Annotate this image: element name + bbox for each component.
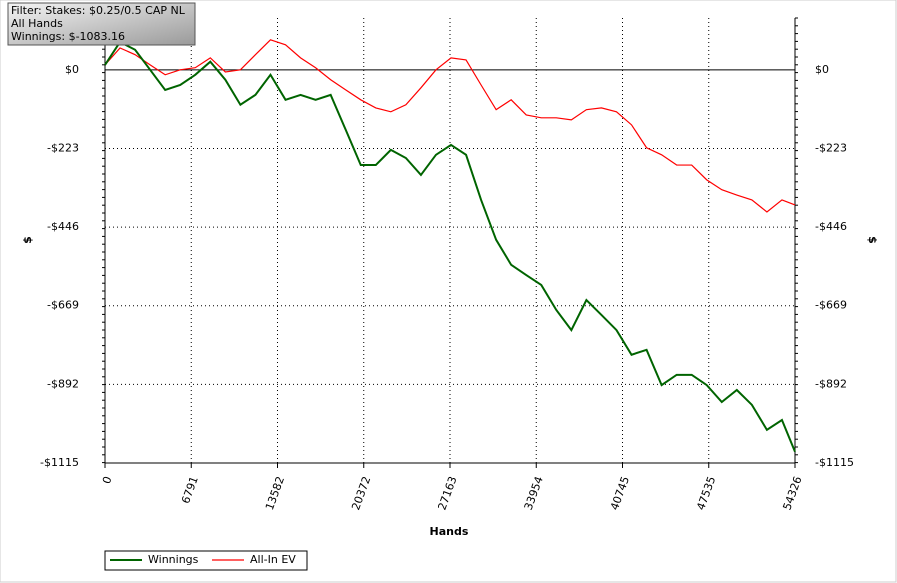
series-line [104, 39, 796, 213]
y-tick-label: $0 [65, 63, 79, 76]
y-tick-label: -$1115 [40, 456, 79, 469]
info-box [7, 2, 196, 46]
y-tick-label: -$892 [47, 377, 79, 390]
y2-tick-label: $0 [815, 63, 829, 76]
y2-axis-title: $ [866, 236, 879, 244]
y2-tick-label: -$892 [815, 377, 847, 390]
y-tick-label: -$223 [47, 141, 79, 154]
info-text: All Hands [11, 17, 63, 30]
y2-tick-label: -$1115 [815, 456, 854, 469]
y2-tick-label: -$446 [815, 220, 847, 233]
y2-tick-label: -$669 [815, 299, 847, 312]
y-tick-label: -$446 [47, 220, 79, 233]
legend-label: Winnings [148, 553, 199, 566]
y-tick-label: -$669 [47, 299, 79, 312]
info-text: Winnings: $-1083.16 [11, 30, 125, 43]
info-text: Filter: Stakes: $0.25/0.5 CAP NL [11, 4, 186, 17]
y2-tick-label: -$223 [815, 141, 847, 154]
series-line [104, 40, 796, 453]
x-tick-label: 0 [100, 475, 115, 486]
legend-box [104, 550, 308, 571]
legend-label: All-In EV [250, 553, 296, 566]
x-axis-title: Hands [430, 525, 469, 538]
y-axis-title: $ [21, 236, 34, 244]
